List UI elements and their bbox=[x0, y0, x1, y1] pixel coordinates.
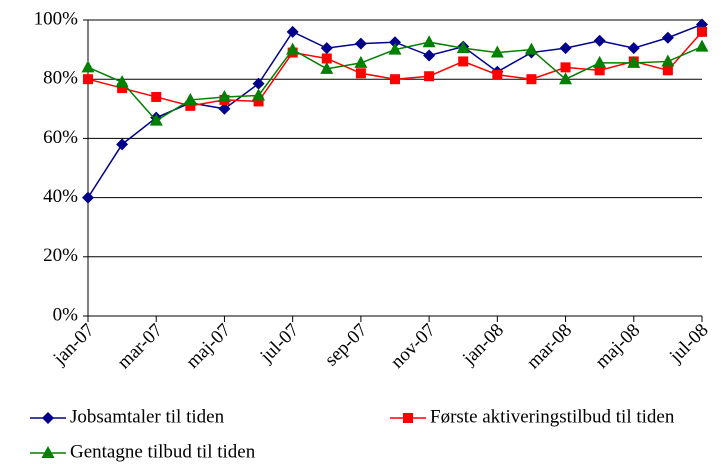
marker bbox=[388, 42, 402, 55]
legend-label: Gentagne tilbud til tiden bbox=[70, 441, 256, 462]
legend-marker bbox=[41, 446, 55, 458]
marker bbox=[593, 34, 606, 47]
marker bbox=[456, 41, 470, 54]
marker bbox=[149, 113, 163, 126]
x-tick-label: maj-08 bbox=[591, 320, 644, 373]
marker bbox=[185, 100, 196, 111]
marker bbox=[355, 68, 366, 79]
marker bbox=[390, 74, 400, 85]
legend-entry: Jobsamtaler til tiden bbox=[30, 406, 225, 427]
marker bbox=[252, 88, 266, 101]
marker bbox=[458, 56, 469, 67]
legend-label: Første aktiveringstilbud til tiden bbox=[430, 406, 675, 427]
x-tick-label: jul-07 bbox=[256, 320, 304, 368]
marker bbox=[662, 65, 673, 76]
marker bbox=[286, 25, 299, 38]
y-tick-label: 100% bbox=[34, 8, 79, 29]
marker bbox=[490, 45, 504, 58]
marker bbox=[524, 42, 538, 55]
x-tick-label: jul-08 bbox=[665, 320, 713, 368]
legend-marker bbox=[403, 413, 413, 423]
marker bbox=[389, 36, 401, 49]
x-tick-label: sep-07 bbox=[321, 320, 372, 371]
x-tick-label: jan-08 bbox=[458, 320, 508, 370]
marker bbox=[286, 42, 300, 55]
marker bbox=[252, 77, 265, 90]
marker bbox=[115, 75, 129, 88]
x-tick-label: jan-07 bbox=[49, 320, 99, 370]
marker bbox=[627, 55, 641, 68]
marker bbox=[354, 55, 368, 68]
y-tick-label: 0% bbox=[53, 304, 79, 325]
marker bbox=[423, 49, 436, 62]
y-tick-label: 60% bbox=[43, 127, 78, 148]
marker bbox=[424, 71, 435, 82]
x-tick-label: maj-07 bbox=[182, 320, 235, 373]
marker bbox=[218, 102, 231, 115]
x-tick-label: mar-07 bbox=[113, 320, 166, 373]
marker bbox=[320, 42, 333, 55]
marker bbox=[695, 39, 709, 52]
marker bbox=[116, 138, 129, 151]
marker bbox=[560, 62, 571, 73]
y-tick-label: 40% bbox=[43, 186, 78, 207]
marker bbox=[492, 69, 503, 80]
marker bbox=[321, 53, 332, 64]
marker bbox=[83, 74, 93, 85]
marker bbox=[354, 37, 367, 50]
marker bbox=[661, 31, 674, 44]
marker bbox=[594, 65, 605, 76]
marker bbox=[593, 55, 607, 68]
marker bbox=[217, 89, 231, 102]
marker bbox=[697, 26, 707, 37]
marker bbox=[526, 74, 537, 85]
x-tick-label: mar-08 bbox=[523, 320, 576, 373]
marker bbox=[422, 35, 436, 48]
marker bbox=[320, 61, 334, 74]
legend-label: Jobsamtaler til tiden bbox=[70, 406, 225, 427]
marker bbox=[253, 96, 264, 107]
marker bbox=[559, 72, 573, 85]
marker bbox=[151, 91, 162, 102]
y-tick-label: 20% bbox=[43, 245, 78, 266]
marker bbox=[117, 83, 128, 94]
marker bbox=[81, 60, 95, 73]
marker bbox=[661, 54, 675, 67]
marker bbox=[627, 42, 640, 55]
x-tick-label: nov-07 bbox=[387, 320, 440, 373]
legend-entry: Gentagne tilbud til tiden bbox=[30, 441, 256, 462]
y-tick-label: 80% bbox=[43, 68, 78, 89]
legend-marker bbox=[42, 412, 54, 424]
marker bbox=[82, 191, 94, 204]
legend-entry: Første aktiveringstilbud til tiden bbox=[390, 406, 675, 427]
marker bbox=[559, 42, 572, 55]
marker bbox=[183, 92, 197, 105]
